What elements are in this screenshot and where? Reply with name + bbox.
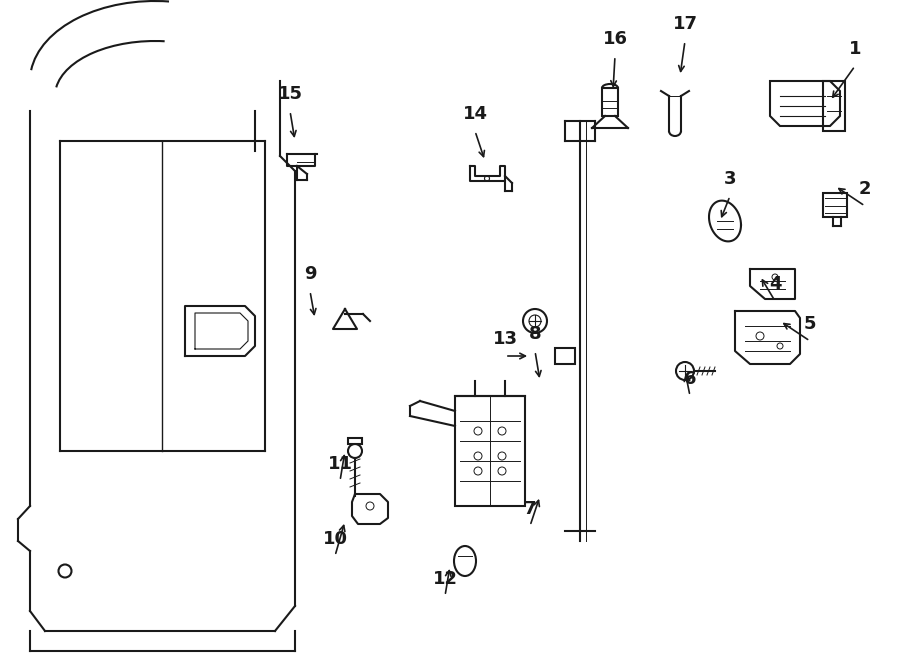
Text: 6: 6	[684, 370, 697, 388]
Text: 17: 17	[672, 15, 698, 33]
Text: 3: 3	[724, 170, 736, 188]
Text: 11: 11	[328, 455, 353, 473]
Bar	[348, 438, 362, 444]
Bar	[455, 396, 525, 506]
Bar	[555, 348, 575, 364]
Bar	[823, 193, 847, 217]
Text: 14: 14	[463, 105, 488, 123]
Text: 5: 5	[804, 315, 816, 333]
Text: 15: 15	[277, 85, 302, 103]
Bar	[602, 88, 618, 116]
Text: 8: 8	[528, 325, 541, 343]
Text: 13: 13	[492, 330, 517, 348]
Text: 10: 10	[322, 530, 347, 548]
Bar	[823, 81, 845, 131]
Text: 2: 2	[859, 180, 871, 198]
Text: 9: 9	[304, 265, 316, 283]
Text: 12: 12	[433, 570, 457, 588]
Text: 1: 1	[849, 40, 861, 58]
Text: 7: 7	[524, 500, 536, 518]
Text: 4: 4	[769, 275, 781, 293]
Text: 16: 16	[602, 30, 627, 48]
